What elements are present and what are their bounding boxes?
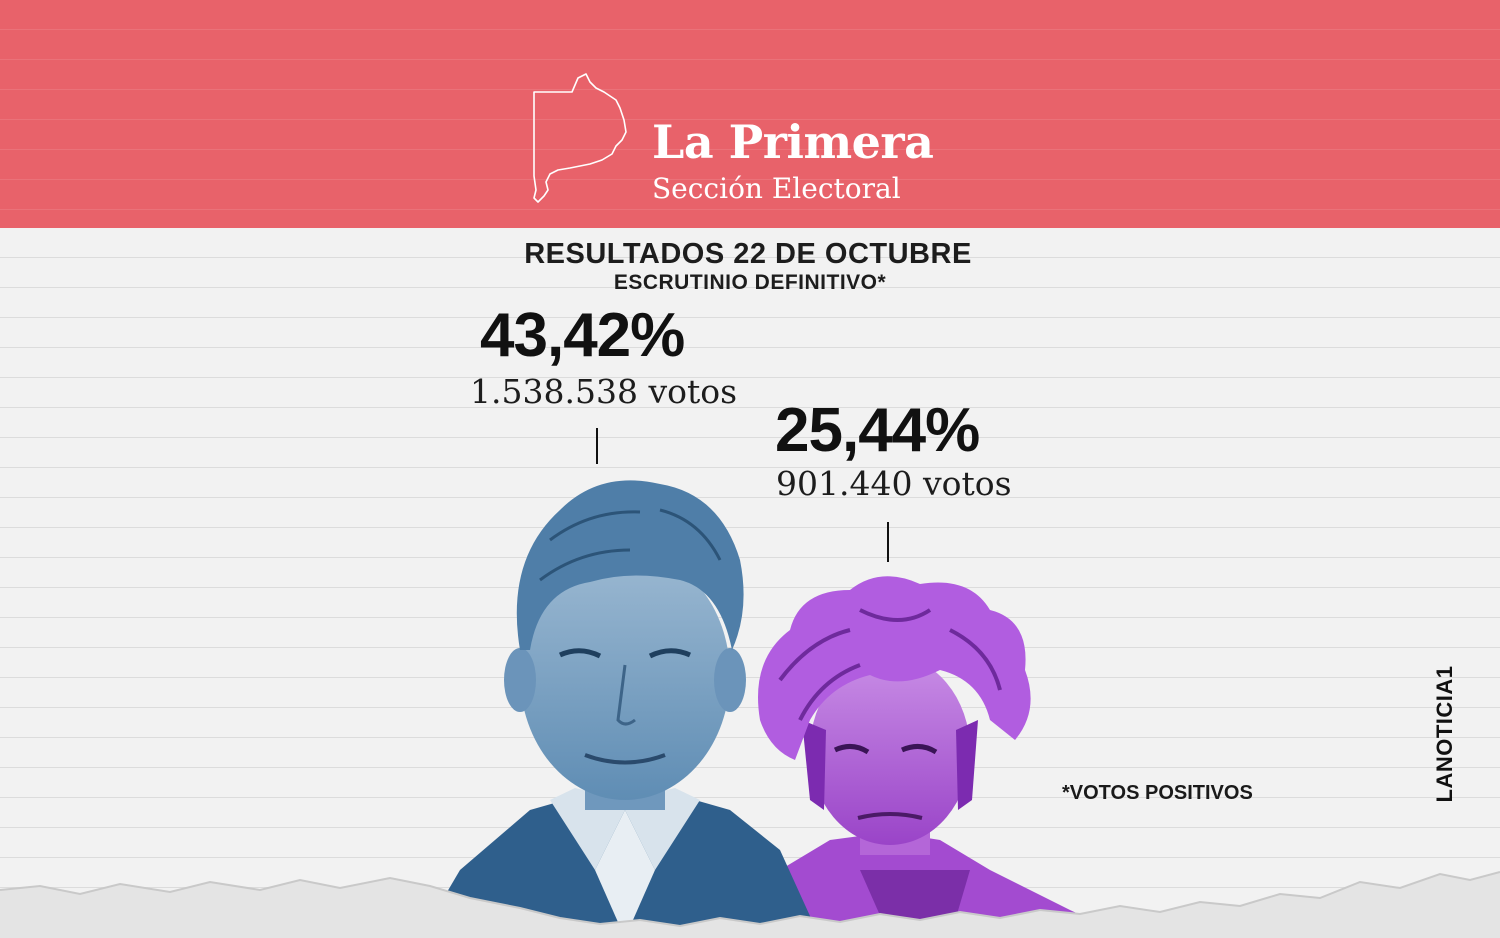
candidate-2-votes: 901.440 votos bbox=[776, 464, 1012, 503]
candidate-2-percent: 25,44% bbox=[775, 396, 980, 465]
lined-paper-background bbox=[0, 228, 1500, 938]
brand-title: La Primera bbox=[652, 115, 934, 169]
results-heading: RESULTADOS 22 DE OCTUBRE bbox=[0, 238, 1500, 271]
brand-subtitle: Sección Electoral bbox=[652, 172, 901, 205]
header-banner: La Primera Sección Electoral bbox=[0, 0, 1500, 228]
candidate-2-pointer-line bbox=[887, 522, 889, 562]
brand-logo-text: LANOTICIA1 bbox=[1432, 665, 1457, 803]
candidate-1-pointer-line bbox=[596, 428, 598, 464]
candidate-1-votes: 1.538.538 votos bbox=[470, 372, 738, 411]
results-heading-text: RESULTADOS 22 DE OCTUBRE bbox=[524, 238, 972, 270]
candidate-1-photo bbox=[420, 480, 820, 938]
results-subheading: ESCRUTINIO DEFINITIVO* bbox=[613, 271, 887, 294]
footnote: *VOTOS POSITIVOS bbox=[1062, 782, 1253, 804]
brand-logo: LANOTICIA1 bbox=[1430, 664, 1460, 804]
province-map-outline-icon bbox=[533, 73, 627, 203]
torn-paper-edge bbox=[0, 871, 1500, 938]
candidate-1-percent: 43,42% bbox=[480, 301, 685, 370]
